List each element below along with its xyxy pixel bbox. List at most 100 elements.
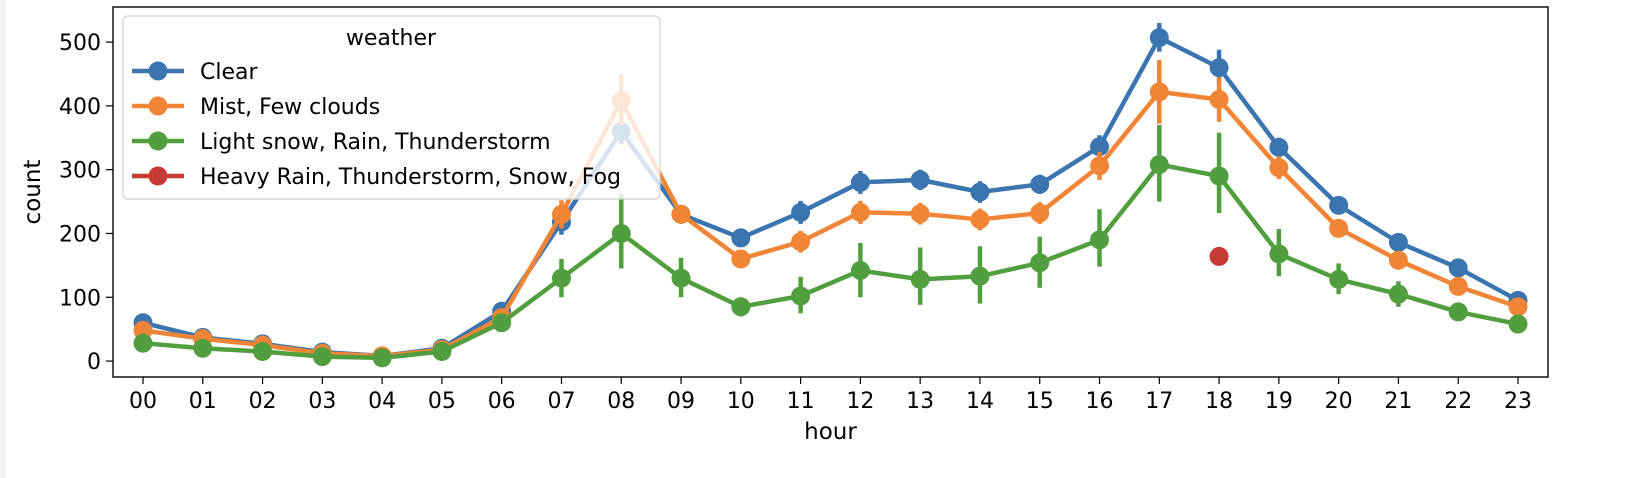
- data-point: [910, 204, 930, 224]
- legend: weather Clear Mist, Few clouds Light snow,…: [122, 15, 661, 200]
- data-point: [1209, 246, 1229, 266]
- data-point: [970, 266, 990, 286]
- data-point: [193, 338, 213, 358]
- y-axis-title: count: [20, 160, 46, 225]
- x-tick-label: 10: [727, 389, 755, 414]
- data-point: [1030, 253, 1050, 273]
- y-tick-label: 400: [59, 95, 101, 120]
- legend-box: [122, 15, 661, 200]
- y-tick-label: 100: [59, 286, 101, 311]
- x-tick-label: 08: [607, 389, 635, 414]
- data-point: [1030, 174, 1050, 194]
- data-point: [312, 347, 332, 367]
- data-point: [1269, 244, 1289, 264]
- data-point: [1329, 195, 1349, 215]
- legend-items: Clear Mist, Few clouds Light snow, Rain, T…: [132, 60, 621, 190]
- data-point: [1269, 158, 1289, 178]
- x-tick-label: 20: [1325, 389, 1353, 414]
- data-point: [1388, 284, 1408, 304]
- data-point: [850, 172, 870, 192]
- data-point: [1388, 250, 1408, 270]
- y-tick-label: 0: [87, 350, 101, 375]
- data-point: [551, 268, 571, 288]
- legend-item: Light snow, Rain, Thunderstorm: [132, 130, 551, 155]
- x-tick-label: 22: [1444, 389, 1472, 414]
- data-point: [791, 286, 811, 306]
- data-point: [910, 170, 930, 190]
- y-tick-label: 200: [59, 222, 101, 247]
- x-tick-label: 23: [1504, 389, 1532, 414]
- y-tick-label: 500: [59, 31, 101, 56]
- data-point: [1149, 155, 1169, 175]
- data-point: [910, 269, 930, 289]
- series-3: [1209, 246, 1229, 266]
- x-tick-label: 17: [1145, 389, 1173, 414]
- plot-frame: [112, 6, 1549, 378]
- data-point: [731, 228, 751, 248]
- data-point: [850, 260, 870, 280]
- x-tick-label: 18: [1205, 389, 1233, 414]
- data-point: [1329, 269, 1349, 289]
- data-point: [970, 209, 990, 229]
- data-point: [1448, 258, 1468, 278]
- x-tick-layer: 00 01 02 03 04 05 06 07 08 09 10 11 12 13 14 15 16 17 18 19…: [129, 377, 1532, 414]
- y-tick-layer: 0 100 200 300 400 500: [59, 31, 113, 375]
- x-tick-label: 03: [308, 389, 336, 414]
- data-point: [1149, 82, 1169, 102]
- data-point: [1090, 156, 1110, 176]
- x-axis-title: hour: [804, 419, 857, 445]
- legend-swatch-marker: [148, 166, 168, 186]
- data-point: [1149, 28, 1169, 48]
- x-tick-label: 02: [249, 389, 277, 414]
- x-tick-label: 00: [129, 389, 157, 414]
- data-point: [1090, 230, 1110, 250]
- y-tick-label: 300: [59, 159, 101, 184]
- legend-item: Mist, Few clouds: [132, 95, 380, 120]
- data-point: [1209, 166, 1229, 186]
- legend-label: Mist, Few clouds: [200, 95, 380, 120]
- series-2: [133, 125, 1528, 368]
- data-point: [1329, 218, 1349, 238]
- x-tick-label: 11: [787, 389, 815, 414]
- data-point: [253, 341, 273, 361]
- data-point: [1508, 297, 1528, 317]
- data-point: [671, 268, 691, 288]
- x-tick-label: 19: [1265, 389, 1293, 414]
- data-point: [1030, 203, 1050, 223]
- data-point: [1209, 58, 1229, 78]
- x-tick-label: 15: [1026, 389, 1054, 414]
- data-point: [432, 341, 452, 361]
- data-point: [1508, 314, 1528, 334]
- legend-title: weather: [346, 26, 437, 51]
- data-point: [1209, 90, 1229, 109]
- data-point: [970, 182, 990, 202]
- series-line: [142, 162, 1519, 361]
- legend-swatch-marker: [148, 131, 168, 151]
- legend-label: Light snow, Rain, Thunderstorm: [200, 130, 551, 155]
- legend-swatch-marker: [148, 61, 168, 81]
- data-point: [611, 223, 631, 243]
- x-tick-label: 05: [428, 389, 456, 414]
- legend-swatch-marker: [148, 96, 168, 116]
- x-tick-label: 04: [368, 389, 396, 414]
- legend-item: Clear: [132, 60, 258, 85]
- legend-label: Clear: [200, 60, 258, 85]
- x-tick-label: 16: [1086, 389, 1114, 414]
- data-point: [1269, 137, 1289, 157]
- data-point: [1090, 137, 1110, 157]
- data-point: [492, 313, 512, 333]
- window-edge: [0, 0, 6, 478]
- data-point: [1448, 302, 1468, 322]
- x-tick-label: 14: [966, 389, 994, 414]
- data-point: [731, 297, 751, 317]
- legend-label: Heavy Rain, Thunderstorm, Snow, Fog: [200, 165, 621, 190]
- series-layer: [133, 22, 1528, 368]
- data-point: [1448, 276, 1468, 296]
- data-point: [791, 232, 811, 252]
- data-point: [671, 204, 691, 224]
- data-point: [791, 202, 811, 222]
- x-tick-label: 09: [667, 389, 695, 414]
- x-tick-label: 07: [547, 389, 575, 414]
- data-point: [731, 249, 751, 269]
